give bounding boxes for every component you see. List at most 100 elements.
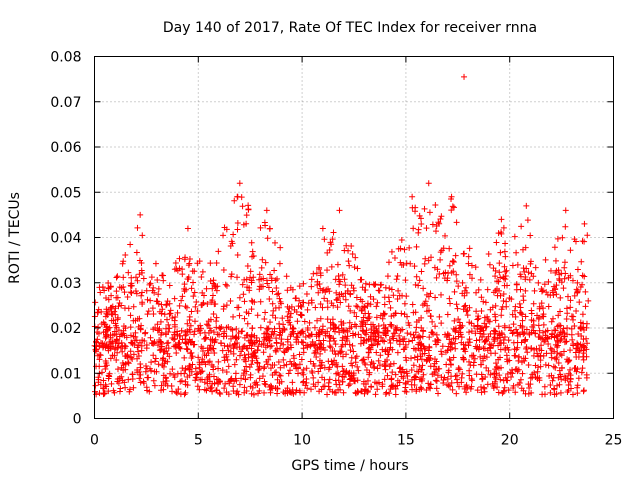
data-point [223, 351, 230, 358]
data-point [233, 356, 240, 363]
data-point [481, 320, 488, 327]
data-point [371, 363, 378, 370]
data-point [191, 331, 198, 338]
data-point [539, 391, 546, 398]
data-point [443, 334, 450, 341]
data-point [343, 351, 350, 358]
data-point [396, 365, 403, 372]
data-point [408, 376, 415, 383]
data-point [316, 357, 323, 364]
data-point [250, 350, 257, 357]
data-point [527, 375, 534, 382]
data-point [150, 352, 157, 359]
data-point [353, 313, 360, 320]
data-point [112, 305, 119, 312]
data-point [211, 281, 218, 288]
data-point [418, 268, 425, 275]
data-point [173, 388, 180, 395]
data-point [513, 281, 520, 288]
data-point [357, 296, 364, 303]
data-point [557, 308, 564, 315]
data-point [381, 294, 388, 301]
data-point [308, 283, 315, 290]
data-point [199, 347, 206, 354]
data-point [215, 379, 222, 386]
data-point [518, 385, 525, 392]
data-point [573, 307, 580, 314]
data-point [448, 379, 455, 386]
data-point [525, 361, 532, 368]
data-point [500, 298, 507, 305]
data-point [368, 335, 375, 342]
data-point [178, 327, 185, 334]
data-point [213, 287, 220, 294]
data-point [358, 334, 365, 341]
data-point [362, 280, 369, 287]
data-point [486, 261, 493, 268]
data-point [354, 363, 361, 370]
data-point [244, 262, 251, 269]
data-point [496, 287, 503, 294]
data-point [545, 278, 552, 285]
data-point [326, 288, 333, 295]
data-point [95, 374, 102, 381]
data-point [373, 349, 380, 356]
data-point [494, 384, 501, 391]
data-point [271, 369, 278, 376]
data-point [239, 328, 246, 335]
data-point [545, 303, 552, 310]
data-point [187, 322, 194, 329]
data-point [565, 370, 572, 377]
data-point [386, 337, 393, 344]
data-point [143, 287, 150, 294]
data-point [421, 300, 428, 307]
data-point [109, 340, 116, 347]
data-point [438, 351, 445, 358]
data-point [178, 297, 185, 304]
data-point [275, 358, 282, 365]
data-point [569, 277, 576, 284]
data-point [423, 308, 430, 315]
data-point [92, 299, 99, 306]
data-point [310, 374, 317, 381]
data-point [334, 261, 341, 268]
data-point [456, 383, 463, 390]
data-point [233, 377, 240, 384]
data-point [129, 371, 136, 378]
data-point [468, 383, 475, 390]
data-point [270, 330, 277, 337]
data-point [473, 308, 480, 315]
data-point [403, 357, 410, 364]
data-point [439, 343, 446, 350]
data-point [445, 382, 452, 389]
data-point [411, 334, 418, 341]
data-point [184, 346, 191, 353]
data-point [538, 300, 545, 307]
data-point [318, 386, 325, 393]
data-point [272, 304, 279, 311]
data-point [444, 275, 451, 282]
data-point [561, 264, 568, 271]
data-point [190, 293, 197, 300]
data-point [160, 355, 167, 362]
data-point [427, 385, 434, 392]
data-point [428, 254, 435, 261]
data-point [102, 334, 109, 341]
data-point [578, 369, 585, 376]
data-point [257, 298, 264, 305]
data-point [243, 387, 250, 394]
data-point [277, 244, 284, 251]
data-point [120, 274, 127, 281]
data-point [410, 345, 417, 352]
data-point [344, 287, 351, 294]
data-point [199, 268, 206, 275]
data-point [462, 348, 469, 355]
data-point [510, 385, 517, 392]
data-point [375, 287, 382, 294]
data-point [426, 209, 433, 216]
data-point [454, 305, 461, 312]
data-point [250, 274, 257, 281]
data-point [377, 282, 384, 289]
data-point [273, 284, 280, 291]
data-point [498, 329, 505, 336]
